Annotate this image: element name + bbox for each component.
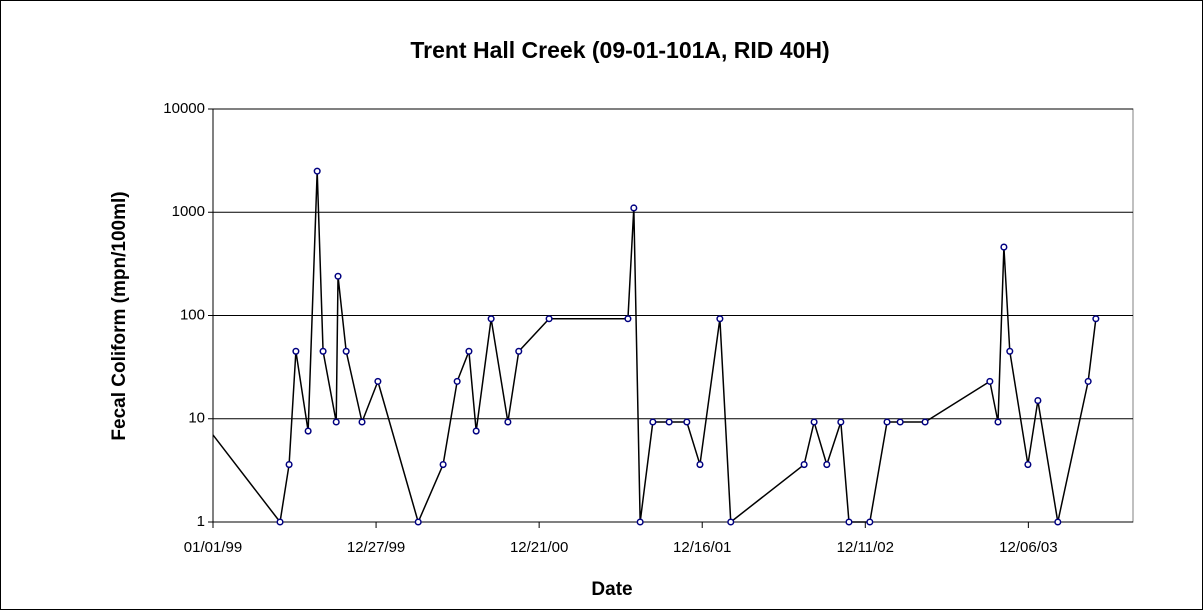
data-point (800, 461, 808, 469)
data-point (665, 418, 673, 426)
data-point (472, 427, 480, 435)
data-point (696, 461, 704, 469)
data-point (716, 315, 724, 323)
x-tick-label: 12/21/00 (510, 539, 568, 556)
data-point (374, 377, 382, 385)
data-point (810, 418, 818, 426)
x-tick-label: 12/16/01 (673, 539, 731, 556)
data-point (332, 418, 340, 426)
data-point (453, 377, 461, 385)
data-point (439, 461, 447, 469)
data-point (1084, 377, 1092, 385)
data-point (414, 518, 422, 526)
data-point (285, 461, 293, 469)
data-point (823, 461, 831, 469)
data-point (319, 347, 327, 355)
data-point (358, 418, 366, 426)
data-point (636, 518, 644, 526)
data-point (837, 418, 845, 426)
data-point (304, 427, 312, 435)
data-point (334, 272, 342, 280)
data-point (276, 518, 284, 526)
y-tick-label: 10 (188, 410, 205, 427)
x-tick-label: 12/27/99 (347, 539, 405, 556)
data-point (866, 518, 874, 526)
data-point (630, 204, 638, 212)
data-point (896, 418, 904, 426)
data-point (883, 418, 891, 426)
data-point (292, 347, 300, 355)
data-point (683, 418, 691, 426)
data-point (1034, 397, 1042, 405)
data-point (515, 347, 523, 355)
y-tick-label: 1 (197, 513, 205, 530)
data-point (649, 418, 657, 426)
data-point (1006, 347, 1014, 355)
y-axis-title: Fecal Coliform (mpn/100ml) (109, 191, 130, 440)
data-point (1054, 518, 1062, 526)
x-tick-label: 12/11/02 (837, 539, 894, 556)
x-axis-title: Date (591, 579, 632, 600)
data-point (986, 377, 994, 385)
data-point (313, 167, 321, 175)
data-point (487, 315, 495, 323)
data-point (994, 418, 1002, 426)
y-tick-label: 1000 (172, 203, 205, 220)
data-point (921, 418, 929, 426)
data-point (1000, 243, 1008, 251)
data-point (1092, 315, 1100, 323)
data-point (465, 347, 473, 355)
series-line (213, 171, 1097, 525)
data-point (845, 518, 853, 526)
chart-title: Trent Hall Creek (09-01-101A, RID 40H) (410, 37, 829, 63)
y-tick-label: 10000 (163, 100, 205, 117)
data-point (504, 418, 512, 426)
y-tick-label: 100 (180, 306, 205, 323)
x-tick-label: 01/01/99 (184, 539, 242, 556)
data-point (342, 347, 350, 355)
data-point (1024, 461, 1032, 469)
x-tick-label: 12/06/03 (999, 539, 1057, 556)
series-group (213, 167, 1100, 526)
data-point (624, 315, 632, 323)
data-point (727, 518, 735, 526)
data-point (545, 315, 553, 323)
